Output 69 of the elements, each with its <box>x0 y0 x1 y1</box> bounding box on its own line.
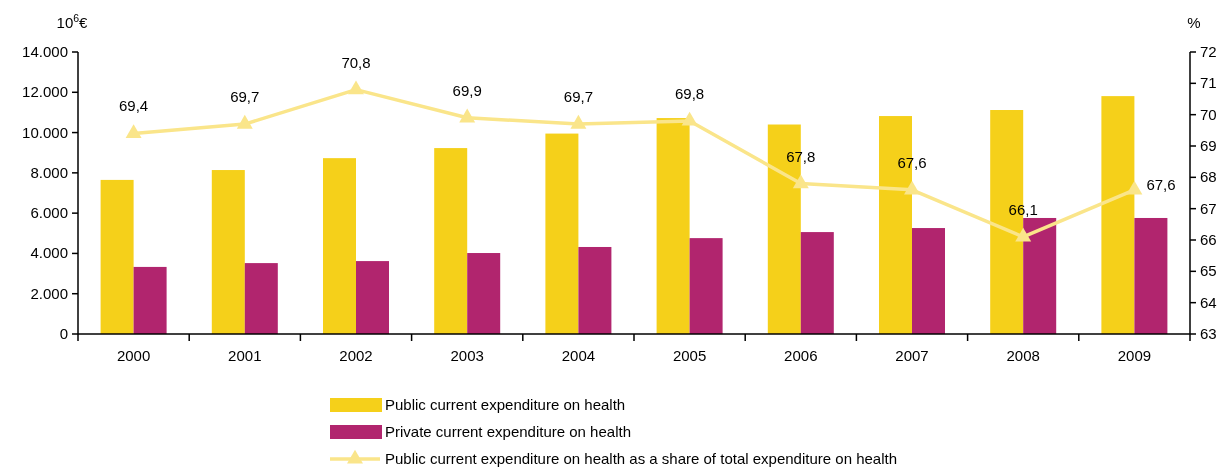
x-tick-label: 2006 <box>784 347 818 364</box>
data-label: 67,8 <box>786 147 816 165</box>
point <box>792 174 809 189</box>
point <box>570 114 587 129</box>
x-tick-label: 2000 <box>116 347 151 364</box>
x-tick-label: 2004 <box>561 347 596 364</box>
bar <box>545 133 579 334</box>
y2-tick-label: 65 <box>1200 262 1217 280</box>
y2-axis-title: % <box>1187 14 1201 31</box>
y2-tick-label: 69 <box>1200 137 1217 154</box>
bar <box>656 118 690 334</box>
y-tick-label: 10.000 <box>22 123 68 141</box>
bar <box>323 158 356 334</box>
y-tick-label: 2.000 <box>30 284 68 302</box>
bar <box>133 266 167 334</box>
data-label: 70,8 <box>341 53 371 71</box>
y-tick-label: 14.000 <box>22 43 68 60</box>
y-tick-label: 6.000 <box>30 204 68 222</box>
point <box>125 124 142 139</box>
data-label: 69,9 <box>452 81 482 99</box>
point <box>348 80 364 95</box>
data-label: 67,6 <box>1146 175 1176 193</box>
bar <box>800 232 834 334</box>
data-label: 69,8 <box>675 84 705 102</box>
x-tick-label: 2007 <box>895 347 929 364</box>
point <box>1015 227 1032 242</box>
x-tick-label: 2008 <box>1006 347 1040 364</box>
y-tick-label: 0 <box>59 325 68 342</box>
legend-label: Public current expenditure on health as a share of total expenditure on health <box>385 450 898 467</box>
x-tick-label: 2009 <box>1117 347 1152 364</box>
point <box>904 180 920 195</box>
point <box>459 108 476 123</box>
point <box>236 114 253 129</box>
bar <box>356 261 389 334</box>
x-tick-label: 2005 <box>672 347 707 364</box>
bar <box>912 228 945 334</box>
y-tick-label: 12.000 <box>22 83 68 101</box>
y2-tick-label: 72 <box>1200 43 1217 60</box>
y2-tick-label: 64 <box>1200 293 1217 311</box>
y2-tick-label: 67 <box>1200 199 1217 217</box>
legend-label: Private current expenditure on health <box>385 423 631 440</box>
y-tick-label: 8.000 <box>30 163 68 181</box>
y2-tick-label: 66 <box>1200 231 1217 248</box>
data-label: 69,4 <box>119 97 149 115</box>
y2-tick-label: 70 <box>1200 105 1217 123</box>
bar <box>578 246 612 334</box>
bar <box>100 179 134 334</box>
data-label: 67,6 <box>897 153 927 171</box>
bar <box>689 238 723 334</box>
data-label: 69,7 <box>563 88 593 106</box>
bar <box>434 148 468 334</box>
y2-tick-label: 68 <box>1200 168 1217 186</box>
bar <box>244 263 278 334</box>
legend-label: Public current expenditure on health <box>385 396 626 413</box>
data-label: 69,7 <box>230 88 260 106</box>
x-tick-label: 2002 <box>339 347 373 364</box>
bar <box>467 253 501 334</box>
x-tick-label: 2001 <box>228 347 262 364</box>
point <box>681 111 698 126</box>
bar <box>211 170 245 334</box>
bar <box>1134 217 1168 334</box>
y2-tick-label: 63 <box>1200 325 1217 342</box>
bar <box>1101 96 1135 334</box>
y-tick-label: 4.000 <box>30 244 68 262</box>
point <box>1126 180 1143 195</box>
y2-tick-label: 71 <box>1200 74 1217 92</box>
bar <box>1023 217 1057 334</box>
y-axis-title: 10$^{6}$€ <box>56 12 89 31</box>
x-tick-label: 2003 <box>450 347 484 364</box>
